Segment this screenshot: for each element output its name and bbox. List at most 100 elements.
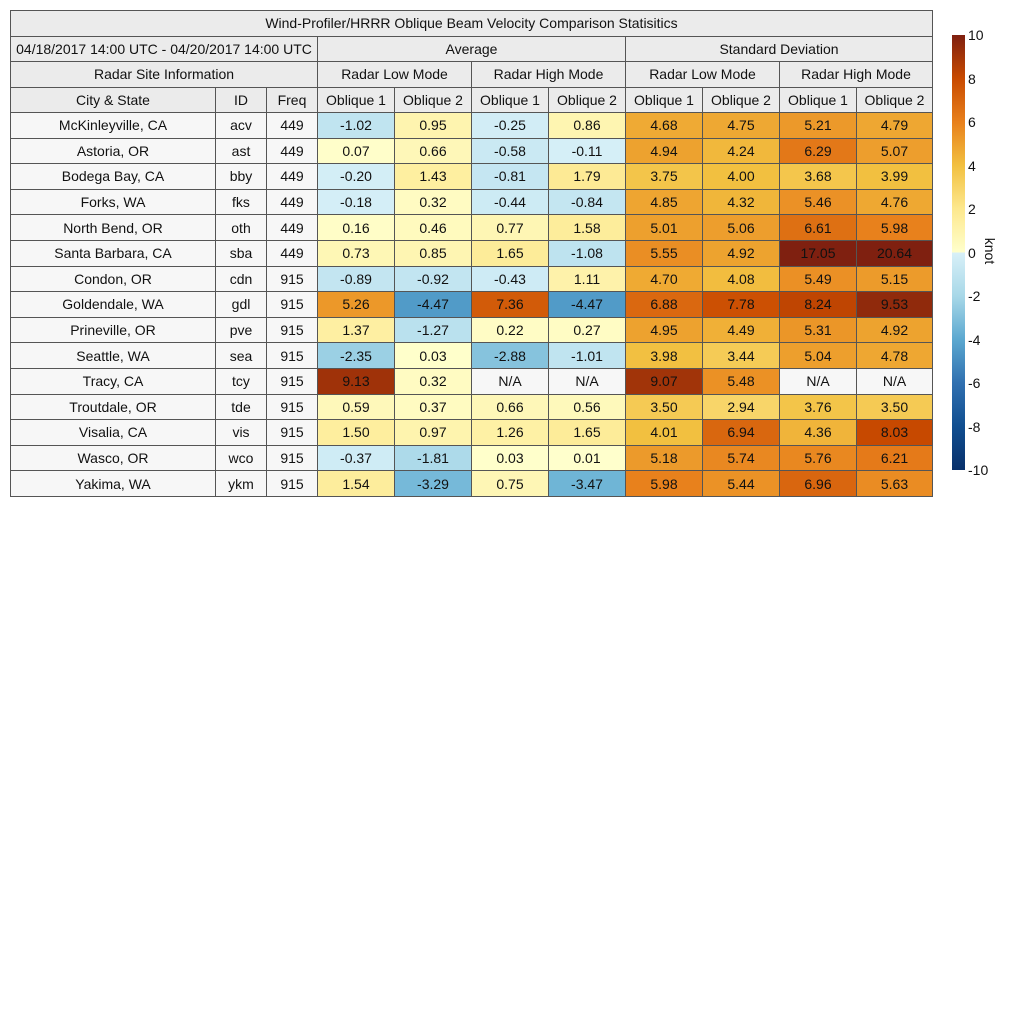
column-header: Oblique 1 <box>625 86 703 113</box>
std-dev-cell: 5.07 <box>856 137 933 165</box>
std-dev-cell: 3.50 <box>625 393 703 421</box>
average-cell: 0.22 <box>471 316 549 344</box>
comparison-table: Wind-Profiler/HRRR Oblique Beam Velocity… <box>10 10 933 497</box>
average-cell: -1.81 <box>394 444 472 472</box>
table-row: Santa Barbara, CA sba 449 0.73 0.85 1.65 -1.08… <box>10 239 933 267</box>
table-row: Condon, OR cdn 915 -0.89 -0.92 -0.43 1.11 4.70 4… <box>10 265 933 293</box>
table-row: Visalia, CA vis 915 1.50 0.97 1.26 1.65 4.01 6.9… <box>10 419 933 446</box>
average-cell: 1.11 <box>548 265 626 293</box>
std-dev-cell: 4.00 <box>702 163 780 190</box>
std-dev-cell: 3.99 <box>856 163 933 190</box>
average-cell: -0.25 <box>471 112 549 139</box>
site-id: cdn <box>215 265 267 293</box>
std-dev-cell: 5.31 <box>779 316 857 344</box>
average-cell: 0.66 <box>394 137 472 165</box>
site-id: tcy <box>215 367 267 395</box>
site-freq: 915 <box>266 419 318 446</box>
std-dev-cell: 4.70 <box>625 265 703 293</box>
std-dev-cell: 9.53 <box>856 291 933 318</box>
average-cell: -0.18 <box>317 188 395 216</box>
average-cell: -0.81 <box>471 163 549 190</box>
std-dev-cell: 4.92 <box>856 316 933 344</box>
colorbar-tick-label: -4 <box>968 331 981 348</box>
column-header: Oblique 1 <box>471 86 549 113</box>
average-cell: 1.50 <box>317 419 395 446</box>
std-dev-cell: 4.79 <box>856 112 933 139</box>
std-dev-cell: 9.07 <box>625 367 703 395</box>
site-city: Troutdale, OR <box>10 393 216 421</box>
table-row: Goldendale, WA gdl 915 5.26 -4.47 7.36 -4.47 6.… <box>10 291 933 318</box>
std-dev-cell: 5.48 <box>702 367 780 395</box>
site-freq: 449 <box>266 137 318 165</box>
average-cell: 1.58 <box>548 214 626 241</box>
average-cell: 0.75 <box>471 470 549 497</box>
std-dev-cell: 3.75 <box>625 163 703 190</box>
average-cell: -0.11 <box>548 137 626 165</box>
average-cell: 0.95 <box>394 112 472 139</box>
table-row: Forks, WA fks 449 -0.18 0.32 -0.44 -0.84 4.85 4.… <box>10 188 933 216</box>
average-cell: 0.16 <box>317 214 395 241</box>
std-dev-cell: 7.78 <box>702 291 780 318</box>
site-id: bby <box>215 163 267 190</box>
average-cell: -2.35 <box>317 342 395 369</box>
std-dev-cell: 4.32 <box>702 188 780 216</box>
average-cell: -0.92 <box>394 265 472 293</box>
average-cell: -1.02 <box>317 112 395 139</box>
std-dev-cell: 4.76 <box>856 188 933 216</box>
site-id: acv <box>215 112 267 139</box>
average-cell: 0.73 <box>317 239 395 267</box>
mode-header: Radar Low Mode <box>625 61 780 88</box>
column-header: Oblique 2 <box>394 86 472 113</box>
colorbar-tick-label: 8 <box>968 70 976 87</box>
std-dev-cell: 5.04 <box>779 342 857 369</box>
std-dev-cell: 5.98 <box>625 470 703 497</box>
site-city: Seattle, WA <box>10 342 216 369</box>
site-id: fks <box>215 188 267 216</box>
table-row: Troutdale, OR tde 915 0.59 0.37 0.66 0.56 3.50 2… <box>10 393 933 421</box>
std-dev-cell: 6.29 <box>779 137 857 165</box>
std-dev-cell: 6.61 <box>779 214 857 241</box>
site-freq: 915 <box>266 265 318 293</box>
site-freq: 449 <box>266 163 318 190</box>
average-cell: 0.32 <box>394 188 472 216</box>
std-dev-cell: 4.85 <box>625 188 703 216</box>
site-id: ykm <box>215 470 267 497</box>
average-cell: -1.01 <box>548 342 626 369</box>
std-dev-cell: 5.21 <box>779 112 857 139</box>
site-city: Astoria, OR <box>10 137 216 165</box>
column-header: Oblique 2 <box>548 86 626 113</box>
average-cell: 0.97 <box>394 419 472 446</box>
std-dev-cell: 4.01 <box>625 419 703 446</box>
site-city: Tracy, CA <box>10 367 216 395</box>
std-dev-cell: 5.74 <box>702 444 780 472</box>
average-cell: -0.44 <box>471 188 549 216</box>
average-cell: 1.37 <box>317 316 395 344</box>
site-city: Santa Barbara, CA <box>10 239 216 267</box>
average-cell: -0.89 <box>317 265 395 293</box>
site-freq: 449 <box>266 214 318 241</box>
average-cell: N/A <box>548 367 626 395</box>
table-row: Wasco, OR wco 915 -0.37 -1.81 0.03 0.01 5.18 5.7… <box>10 444 933 472</box>
site-freq: 915 <box>266 367 318 395</box>
site-id: oth <box>215 214 267 241</box>
average-cell: 1.54 <box>317 470 395 497</box>
average-cell: 0.86 <box>548 112 626 139</box>
site-freq: 449 <box>266 188 318 216</box>
std-dev-cell: 5.06 <box>702 214 780 241</box>
column-header: Oblique 1 <box>317 86 395 113</box>
std-dev-cell: 4.95 <box>625 316 703 344</box>
average-cell: 1.65 <box>471 239 549 267</box>
std-dev-cell: 4.68 <box>625 112 703 139</box>
average-cell: 0.37 <box>394 393 472 421</box>
std-dev-cell: 3.50 <box>856 393 933 421</box>
table-row: Bodega Bay, CA bby 449 -0.20 1.43 -0.81 1.79 3.… <box>10 163 933 190</box>
site-id: sea <box>215 342 267 369</box>
site-freq: 449 <box>266 239 318 267</box>
site-id: tde <box>215 393 267 421</box>
average-cell: 0.03 <box>394 342 472 369</box>
colorbar-tick-label: 2 <box>968 201 976 217</box>
std-dev-cell: 5.98 <box>856 214 933 241</box>
mode-header: Radar High Mode <box>779 61 933 88</box>
std-dev-cell: 4.24 <box>702 137 780 165</box>
colorbar-tick-label: 0 <box>968 244 976 261</box>
